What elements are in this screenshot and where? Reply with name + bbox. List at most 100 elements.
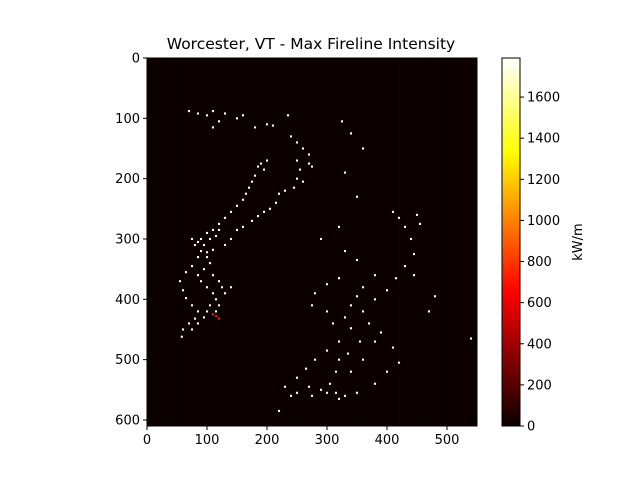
high-intensity-cell: [217, 120, 221, 123]
high-intensity-cell: [427, 310, 431, 313]
high-intensity-cell: [196, 274, 200, 277]
high-intensity-cell: [205, 231, 209, 235]
high-intensity-cell: [193, 317, 197, 320]
high-intensity-cell: [325, 391, 329, 394]
high-intensity-cell: [202, 316, 206, 319]
high-intensity-cell: [319, 237, 323, 241]
high-intensity-cell: [217, 280, 221, 283]
high-intensity-cell: [190, 265, 194, 268]
high-intensity-cell: [325, 349, 329, 352]
high-intensity-cell: [199, 280, 203, 283]
high-intensity-cell: [295, 141, 299, 144]
high-intensity-cell: [196, 240, 200, 244]
high-intensity-cell: [355, 195, 359, 198]
x-tick-label: 300: [315, 433, 340, 448]
high-intensity-cell: [469, 337, 473, 340]
colorbar-tick-label: 800: [527, 255, 552, 270]
high-intensity-cell: [412, 253, 416, 256]
high-intensity-cell: [349, 132, 353, 135]
high-intensity-cell: [313, 292, 317, 295]
high-intensity-cell: [229, 237, 233, 241]
high-intensity-cell: [229, 286, 233, 289]
high-intensity-cell: [187, 322, 191, 325]
heatmap-plot-area: [147, 58, 477, 426]
high-intensity-cell: [223, 216, 227, 219]
colorbar-tick-label: 1400: [527, 132, 560, 147]
high-intensity-cell: [256, 215, 260, 218]
high-intensity-cell: [180, 335, 183, 338]
high-intensity-cell: [193, 243, 197, 247]
high-intensity-cell: [433, 295, 437, 298]
high-intensity-cell: [190, 304, 194, 307]
high-intensity-cell: [187, 110, 191, 113]
high-intensity-cell: [211, 292, 215, 295]
high-intensity-cell: [295, 177, 299, 180]
high-intensity-cell: [310, 165, 314, 168]
high-intensity-cell: [211, 274, 215, 277]
high-intensity-cell: [211, 110, 215, 113]
high-intensity-cell: [214, 298, 218, 301]
high-intensity-cell: [340, 120, 344, 123]
high-intensity-cell: [199, 237, 203, 241]
high-intensity-cell: [349, 304, 353, 307]
high-intensity-cell: [367, 322, 371, 325]
high-intensity-cell: [328, 382, 332, 385]
y-tick-label: 300: [115, 232, 140, 247]
high-intensity-cell: [361, 147, 365, 150]
y-tick-label: 200: [115, 172, 140, 187]
chart-title: Worcester, VT - Max Fireline Intensity: [167, 35, 455, 53]
high-intensity-cell: [361, 286, 365, 289]
high-intensity-cell: [205, 251, 209, 254]
high-intensity-cell: [325, 283, 329, 286]
high-intensity-cell: [184, 271, 188, 274]
high-intensity-cell: [277, 409, 281, 412]
high-intensity-cell: [202, 243, 206, 247]
high-intensity-cell: [211, 228, 215, 231]
high-intensity-cell: [250, 180, 254, 183]
high-intensity-cell: [373, 382, 377, 385]
high-intensity-cell: [214, 234, 218, 238]
high-intensity-cell: [412, 274, 416, 277]
high-intensity-cell: [223, 243, 227, 247]
high-intensity-cell: [346, 352, 350, 355]
high-intensity-cell: [310, 394, 314, 397]
high-intensity-cell: [202, 268, 206, 271]
colorbar-tick-label: 600: [527, 296, 552, 311]
high-intensity-cell: [337, 340, 341, 343]
high-intensity-cell: [283, 385, 287, 388]
high-intensity-cell: [301, 180, 305, 183]
high-intensity-cell: [205, 256, 209, 259]
high-intensity-cell: [283, 189, 287, 192]
high-intensity-cell: [373, 274, 377, 277]
high-intensity-cell: [343, 394, 347, 397]
high-intensity-cell: [265, 123, 269, 126]
high-intensity-cell: [235, 228, 239, 231]
x-tick-label: 100: [195, 433, 220, 448]
high-intensity-cell: [307, 153, 311, 156]
high-intensity-cell: [349, 370, 353, 373]
high-intensity-cell: [343, 171, 347, 174]
plot-frame: [146, 57, 478, 427]
colorbar-tick-label: 200: [527, 378, 552, 393]
high-intensity-cell: [235, 117, 239, 120]
high-intensity-cell: [307, 385, 311, 388]
high-intensity-cell: [355, 295, 359, 298]
high-intensity-cell: [241, 225, 245, 228]
high-intensity-cell: [337, 277, 341, 280]
high-intensity-cell: [403, 265, 407, 268]
high-intensity-cell: [289, 135, 293, 138]
high-intensity-cell: [337, 225, 341, 228]
high-intensity-cell: [211, 248, 215, 251]
high-intensity-cell: [277, 192, 281, 195]
high-intensity-cell: [223, 292, 227, 295]
data-footprint: [147, 58, 477, 426]
colorbar-label: kW/m: [571, 223, 586, 260]
high-intensity-cell: [304, 367, 308, 370]
high-intensity-cell: [196, 256, 200, 259]
high-intensity-cell: [205, 310, 209, 313]
high-intensity-cell: [271, 124, 275, 127]
x-tick-label: 500: [435, 433, 460, 448]
y-tick-label: 0: [132, 52, 140, 67]
high-intensity-cell: [349, 327, 353, 330]
